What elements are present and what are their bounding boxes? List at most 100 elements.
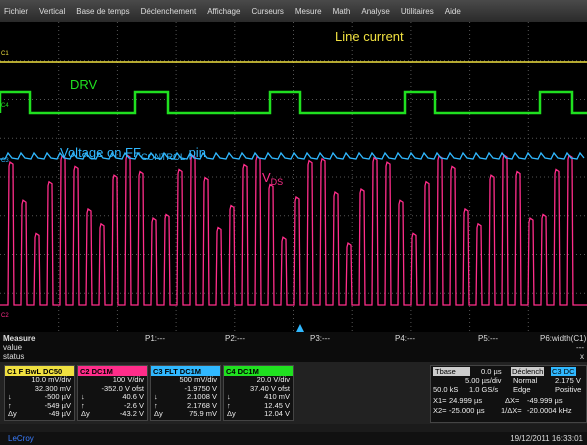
cursor-readout: X1= [433, 396, 447, 405]
cursor-symbol: Δy [227, 409, 236, 418]
param-label: P5:--- [478, 334, 498, 343]
annotation: DRV [70, 77, 98, 92]
channel-setting: -352.0 V ofst [101, 383, 144, 393]
menu-item[interactable]: Aide [444, 6, 461, 16]
channel-setting: 37.40 V ofst [249, 383, 290, 393]
row-label: status [3, 352, 25, 361]
channel-setting: 100 V/div [112, 375, 144, 384]
cursor-value: -500 µV [44, 392, 71, 401]
menu-item[interactable]: Déclenchement [140, 6, 197, 16]
menu-item[interactable]: Base de temps [76, 6, 130, 16]
channel-box[interactable]: C3 FLT DC1M 500 mV/div -1.9750 V ↓ 2.1008 V ↑ 2.… [150, 365, 221, 421]
channel-box[interactable]: C2 DC1M 100 V/div -352.0 V ofst ↓ 40.6 V ↑ -2.6… [77, 365, 148, 421]
channel-setting: -1.9750 V [184, 383, 217, 393]
annotation: VDS [262, 170, 283, 187]
cursor-symbol: Δy [154, 409, 163, 418]
tbase-setting: 1.0 GS/s [469, 385, 499, 394]
cursor-row: Δy -43.2 V [78, 409, 147, 419]
param-label: P1:--- [145, 334, 165, 343]
cursor-value: 410 mV [264, 392, 290, 401]
cursor-readout: -20.0004 kHz [527, 406, 572, 415]
cursor-readout: ΔX= [505, 396, 520, 405]
annotation: Voltage on FFCONTROL pin [60, 145, 206, 162]
menu-item[interactable]: Curseurs [251, 6, 284, 16]
menu-item[interactable]: Fichier [4, 6, 29, 16]
cursor-value: 12.45 V [264, 400, 290, 410]
cursor-value: -2.6 V [123, 400, 144, 410]
cursor-row: Δy -49 µV [5, 409, 74, 419]
cursor-row: ↓ 410 mV [224, 392, 293, 402]
menu-item[interactable]: Affichage [207, 6, 241, 16]
trigger-setting: Normal [513, 376, 538, 385]
header-item: C1 [7, 366, 17, 376]
cursor-value: -49 µV [48, 409, 71, 418]
scope-screen: C1 C4 C3 C2 Line current DRV Voltage on FFC… [0, 22, 587, 332]
status-bar: LeCroy 19/12/2011 16:33:01 [0, 432, 587, 445]
param-label: P6:width(C1) [540, 334, 587, 343]
annotation: CONTROL [141, 152, 185, 162]
header-item: DC1M [91, 366, 113, 376]
channel-panels: Tbase 0.0 µs 5.00 µs/div 50.0 kS 1.0 GS/s Déc… [0, 362, 587, 424]
menu-item[interactable]: Analyse [361, 6, 390, 16]
trace-label: C3 [1, 158, 9, 164]
param-label: P2:--- [225, 334, 245, 343]
menu-item[interactable]: Math [332, 6, 351, 16]
cursor-row: ↓ 40.6 V [78, 392, 147, 402]
tbase-setting: 5.00 µs/div [465, 376, 502, 385]
cursor-row: ↑ 12.45 V [224, 400, 293, 411]
cursor-row: Δy 12.04 V [224, 409, 293, 419]
trace-c3 [0, 151, 585, 160]
cursor-value: -549 µV [44, 400, 71, 410]
annotation: Voltage on FF [60, 145, 141, 160]
menu-item[interactable]: Utilitaires [400, 6, 434, 16]
cursor-symbol: ↓ [154, 392, 158, 401]
tbase-value: 0.0 µs [481, 367, 502, 376]
trace-c4 [0, 90, 587, 115]
annotation: pin [185, 145, 206, 160]
cursor-value: -43.2 V [119, 409, 144, 418]
cursor-symbol: ↑ [154, 400, 158, 410]
trigger-marker [296, 324, 304, 332]
annotation: V [262, 170, 271, 185]
cursor-row: ↑ -2.6 V [78, 400, 147, 411]
cursor-value: 2.1008 V [186, 392, 217, 401]
header-item: DC1M [237, 366, 259, 376]
trace-label: C2 [1, 313, 9, 319]
tbase-label: Tbase [433, 367, 470, 376]
row-label: value [3, 343, 23, 352]
brand: LeCroy [8, 434, 34, 443]
cursor-value: 12.04 V [264, 409, 290, 418]
header-item: DC1M [179, 366, 202, 376]
channel-setting: 10.0 mV/div [31, 375, 71, 384]
cursor-symbol: ↑ [8, 400, 12, 410]
trace-label: C4 [1, 103, 9, 109]
annotation: DS [271, 177, 284, 187]
cursor-row: ↓ -500 µV [5, 392, 74, 402]
channel-header: C2 DC1M [78, 366, 147, 376]
cursor-symbol: ↓ [227, 392, 231, 401]
close-button[interactable]: x [580, 352, 584, 361]
menu-bar: Fichier Vertical Base de temps Déclenchemen… [0, 0, 587, 22]
header-item: BwL [25, 366, 42, 376]
channel-header: C1 F BwL DC50 [5, 366, 74, 376]
trigger-source: C3 DC [551, 367, 576, 376]
trigger-setting: Edge [513, 385, 531, 394]
annotation: Line current [335, 29, 404, 44]
channel-setting: 32.300 mV [34, 383, 71, 393]
header-item: F [18, 366, 24, 376]
cursor-readout: -49.999 µs [527, 396, 563, 405]
channel-box[interactable]: C1 F BwL DC50 10.0 mV/div 32.300 mV ↓ -500 µV ↑ -… [4, 365, 75, 421]
channel-header: C4 DC1M [224, 366, 293, 376]
menu-item[interactable]: Mesure [294, 6, 322, 16]
cursor-row: ↑ 2.1768 V [151, 400, 220, 411]
cursor-symbol: ↓ [8, 392, 12, 401]
trigger-setting: Positive [555, 385, 582, 394]
cursor-readout: X2= [433, 406, 447, 415]
cursor-row: Δy 75.9 mV [151, 409, 220, 419]
channel-setting: 500 mV/div [179, 375, 217, 384]
trigger-setting: 2.175 V [555, 376, 581, 385]
cursor-readout: 1/ΔX= [501, 406, 522, 415]
param-value: --- [576, 343, 584, 352]
menu-item[interactable]: Vertical [39, 6, 66, 16]
channel-box[interactable]: C4 DC1M 20.0 V/div 37.40 V ofst ↓ 410 mV ↑ 12.4… [223, 365, 294, 421]
